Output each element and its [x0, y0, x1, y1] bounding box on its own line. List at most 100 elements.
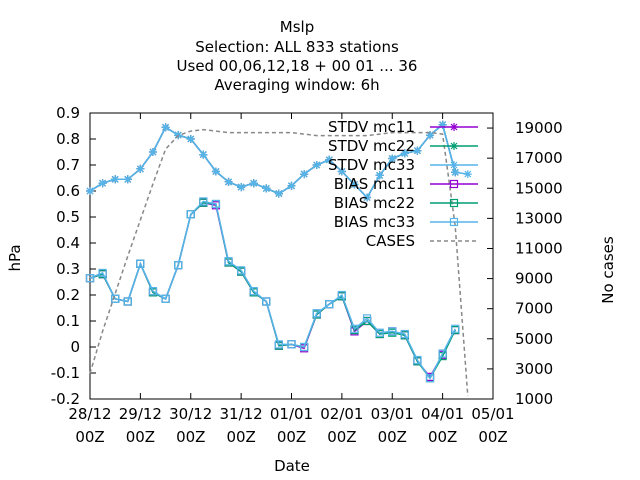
series-2-point-26 — [413, 146, 422, 155]
series-2-point-1 — [98, 179, 107, 188]
x-tick-label-5: 02/01 — [320, 405, 363, 423]
series-2-point-30 — [463, 170, 472, 179]
series-2-point-20 — [337, 167, 346, 176]
series-5-point-0 — [85, 274, 95, 283]
series-2-point-24 — [388, 154, 397, 163]
series-2-point-10 — [211, 167, 220, 176]
x-tick-sublabel-8: 00Z — [478, 428, 507, 446]
legend-label-3: BIAS mc11 — [334, 175, 415, 193]
series-2-point-18 — [312, 161, 321, 169]
series-5-point-20 — [337, 290, 346, 300]
series-5-point-5 — [148, 287, 158, 296]
y-tick-label-2: 0 — [70, 338, 80, 356]
x-tick-sublabel-7: 00Z — [428, 428, 457, 446]
y-tick-label-11: 0.9 — [56, 104, 80, 122]
series-2-point-28 — [438, 120, 447, 129]
series-2-point-14 — [262, 184, 271, 193]
series-5-point-26 — [413, 355, 422, 365]
title-line-2: Selection: ALL 833 stations — [195, 38, 399, 56]
y2-tick-label-2: 5000 — [515, 330, 553, 348]
y-tick-label-6: 0.4 — [56, 234, 80, 252]
series-2-point-4 — [136, 164, 145, 173]
y2-tick-label-8: 17000 — [515, 149, 563, 167]
series-5-point-25 — [400, 329, 409, 339]
y2-tick-label-5: 11000 — [515, 239, 563, 257]
x-tick-label-7: 04/01 — [421, 405, 464, 423]
y-tick-label-10: 0.8 — [56, 130, 80, 148]
x-tick-sublabel-5: 00Z — [327, 428, 356, 446]
legend-marker-2 — [450, 161, 458, 169]
series-2-point-5 — [148, 148, 157, 156]
x-tick-label-4: 01/01 — [270, 405, 313, 423]
series-5-point-10 — [211, 199, 221, 209]
series-2-point-16 — [287, 181, 296, 190]
series-5-point-8 — [186, 210, 195, 219]
series-5-point-12 — [237, 266, 246, 275]
x-tick-label-3: 31/12 — [220, 405, 263, 423]
legend-marker-0 — [450, 123, 458, 131]
series-5-point-27 — [425, 374, 435, 383]
series-2-point-2 — [111, 175, 120, 184]
series-2-point-22 — [363, 193, 372, 202]
chart-title: Mslp Selection: ALL 833 stations Used 00… — [177, 18, 418, 94]
legend-label-4: BIAS mc22 — [334, 194, 415, 212]
y2-tick-label-7: 15000 — [515, 179, 563, 197]
y2-tick-label-9: 19000 — [515, 119, 563, 137]
series-5-point-7 — [174, 261, 183, 270]
series-5-point-3 — [123, 297, 132, 306]
y-tick-label-3: 0.1 — [56, 312, 80, 330]
series-5-point-9 — [199, 197, 208, 206]
series-5-point-4 — [136, 259, 145, 268]
series-2-point-15 — [274, 189, 283, 198]
y-axis-label: hPa — [6, 244, 24, 271]
series-2-point-8 — [186, 135, 195, 143]
x-tick-sublabel-6: 00Z — [378, 428, 407, 446]
y-tick-label-4: 0.2 — [56, 286, 80, 304]
series-2-point-3 — [123, 175, 132, 184]
series-5-point-23 — [375, 328, 384, 337]
series-2-point-12 — [237, 183, 246, 192]
series-5-point-21 — [350, 324, 359, 333]
title-line-1: Mslp — [280, 18, 314, 36]
x-tick-sublabel-1: 00Z — [126, 428, 155, 446]
series-5-point-22 — [362, 314, 372, 323]
series-5-point-19 — [325, 300, 334, 309]
y-tick-label-7: 0.5 — [56, 208, 80, 226]
series-5-point-17 — [299, 342, 309, 352]
series-2-point-27 — [426, 131, 435, 140]
y2-tick-label-1: 3000 — [515, 360, 553, 378]
title-line-3: Used 00,06,12,18 + 00 01 ... 36 — [177, 57, 418, 75]
x-tick-sublabel-4: 00Z — [277, 428, 306, 446]
series-2-point-29 — [451, 168, 460, 177]
x-tick-label-0: 28/12 — [68, 405, 111, 423]
series-2-point-23 — [375, 171, 384, 180]
series-layer — [85, 120, 472, 397]
series-line-5 — [89, 200, 456, 380]
legend-marker-3 — [449, 179, 459, 189]
series-5-point-24 — [388, 327, 397, 336]
series-5-point-18 — [312, 309, 321, 318]
legend-label-1: STDV mc22 — [328, 137, 415, 155]
x-tick-sublabel-2: 00Z — [176, 428, 205, 446]
legend-label-5: BIAS mc33 — [334, 213, 415, 231]
y2-tick-label-0: 1000 — [515, 390, 553, 408]
legend-marker-4 — [449, 198, 459, 208]
y2-tick-label-3: 7000 — [515, 300, 553, 318]
y-tick-label-8: 0.6 — [56, 182, 80, 200]
series-5-point-13 — [249, 287, 258, 296]
series-2-point-0 — [86, 187, 94, 195]
legend-label-2: STDV mc33 — [328, 156, 415, 174]
series-5-point-2 — [111, 294, 120, 303]
series-5-point-11 — [224, 257, 233, 266]
x-axis-label: Date — [274, 457, 310, 475]
x-tick-label-8: 05/01 — [471, 405, 514, 423]
series-5 — [85, 197, 460, 383]
series-5-point-6 — [161, 294, 170, 303]
y-tick-label-0: -0.2 — [51, 390, 80, 408]
x-tick-sublabel-0: 00Z — [75, 428, 104, 446]
series-2-point-25 — [400, 149, 409, 158]
series-2-point-11 — [224, 177, 233, 186]
series-2-point-19 — [325, 155, 334, 164]
series-2-point-6 — [161, 123, 170, 132]
